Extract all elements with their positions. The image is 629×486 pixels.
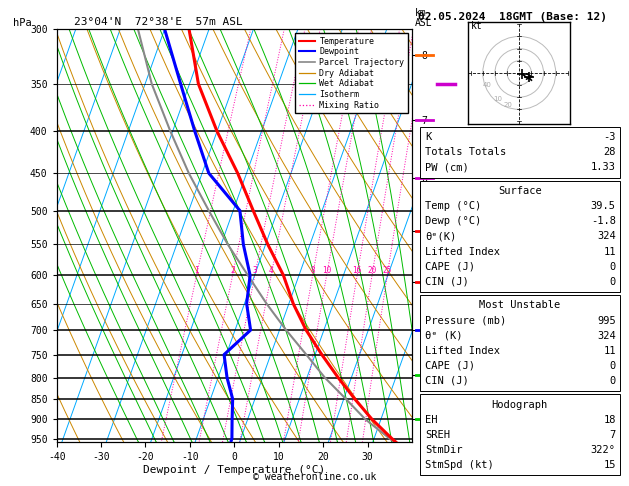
Text: 40: 40 (483, 82, 492, 87)
Text: 28: 28 (603, 147, 616, 157)
Text: Most Unstable: Most Unstable (479, 300, 560, 311)
Text: 324: 324 (597, 231, 616, 242)
Text: 15: 15 (603, 460, 616, 470)
Text: CIN (J): CIN (J) (425, 277, 469, 287)
Text: StmDir: StmDir (425, 445, 463, 455)
Text: StmSpd (kt): StmSpd (kt) (425, 460, 494, 470)
Text: 10: 10 (322, 266, 331, 276)
Text: 23°04'N  72°38'E  57m ASL: 23°04'N 72°38'E 57m ASL (74, 17, 243, 27)
Text: CAPE (J): CAPE (J) (425, 261, 475, 272)
Text: 322°: 322° (591, 445, 616, 455)
Text: 25: 25 (382, 266, 392, 276)
Text: Pressure (mb): Pressure (mb) (425, 315, 506, 326)
Text: 0: 0 (610, 361, 616, 371)
X-axis label: Dewpoint / Temperature (°C): Dewpoint / Temperature (°C) (143, 465, 325, 475)
Text: 7: 7 (610, 430, 616, 440)
Text: Lifted Index: Lifted Index (425, 346, 500, 356)
Text: 16: 16 (352, 266, 362, 276)
Text: 18: 18 (603, 415, 616, 425)
Text: Dewp (°C): Dewp (°C) (425, 216, 481, 226)
Text: Totals Totals: Totals Totals (425, 147, 506, 157)
Legend: Temperature, Dewpoint, Parcel Trajectory, Dry Adiabat, Wet Adiabat, Isotherm, Mi: Temperature, Dewpoint, Parcel Trajectory… (296, 34, 408, 113)
Text: PW (cm): PW (cm) (425, 162, 469, 173)
Text: 4: 4 (269, 266, 274, 276)
Text: -1.8: -1.8 (591, 216, 616, 226)
Text: kt: kt (470, 21, 482, 31)
Text: 02.05.2024  18GMT (Base: 12): 02.05.2024 18GMT (Base: 12) (418, 12, 607, 22)
Text: 0: 0 (610, 277, 616, 287)
Text: Hodograph: Hodograph (492, 399, 548, 410)
Text: © weatheronline.co.uk: © weatheronline.co.uk (253, 472, 376, 482)
Text: 20: 20 (503, 102, 512, 108)
Text: 324: 324 (597, 330, 616, 341)
Text: θᵉ (K): θᵉ (K) (425, 330, 463, 341)
Text: SREH: SREH (425, 430, 450, 440)
Text: 1: 1 (194, 266, 199, 276)
Text: CAPE (J): CAPE (J) (425, 361, 475, 371)
Text: 1.33: 1.33 (591, 162, 616, 173)
Text: 3: 3 (252, 266, 257, 276)
Text: Lifted Index: Lifted Index (425, 246, 500, 257)
Text: CIN (J): CIN (J) (425, 376, 469, 386)
Text: -3: -3 (603, 132, 616, 142)
Text: 39.5: 39.5 (591, 201, 616, 211)
Text: θᵉ(K): θᵉ(K) (425, 231, 457, 242)
Text: 0: 0 (610, 261, 616, 272)
Text: 11: 11 (603, 246, 616, 257)
Text: Temp (°C): Temp (°C) (425, 201, 481, 211)
Text: 20: 20 (367, 266, 377, 276)
Text: 8: 8 (310, 266, 315, 276)
Text: EH: EH (425, 415, 438, 425)
Text: 0: 0 (610, 376, 616, 386)
Text: K: K (425, 132, 431, 142)
Y-axis label: Mixing Ratio (g/kg): Mixing Ratio (g/kg) (431, 180, 441, 292)
Text: km
ASL: km ASL (415, 8, 433, 28)
Text: Surface: Surface (498, 186, 542, 196)
Text: 995: 995 (597, 315, 616, 326)
Text: 2: 2 (230, 266, 235, 276)
Text: hPa: hPa (13, 18, 31, 28)
Text: 10: 10 (493, 96, 502, 102)
Text: 11: 11 (603, 346, 616, 356)
